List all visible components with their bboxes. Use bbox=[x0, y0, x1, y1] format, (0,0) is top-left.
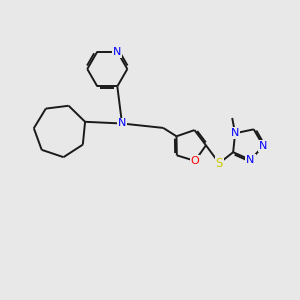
Text: N: N bbox=[231, 128, 239, 138]
Text: O: O bbox=[190, 156, 200, 166]
Text: N: N bbox=[259, 141, 268, 151]
Text: N: N bbox=[113, 47, 122, 57]
Text: N: N bbox=[246, 155, 255, 165]
Text: N: N bbox=[118, 118, 126, 128]
Text: S: S bbox=[215, 157, 223, 170]
